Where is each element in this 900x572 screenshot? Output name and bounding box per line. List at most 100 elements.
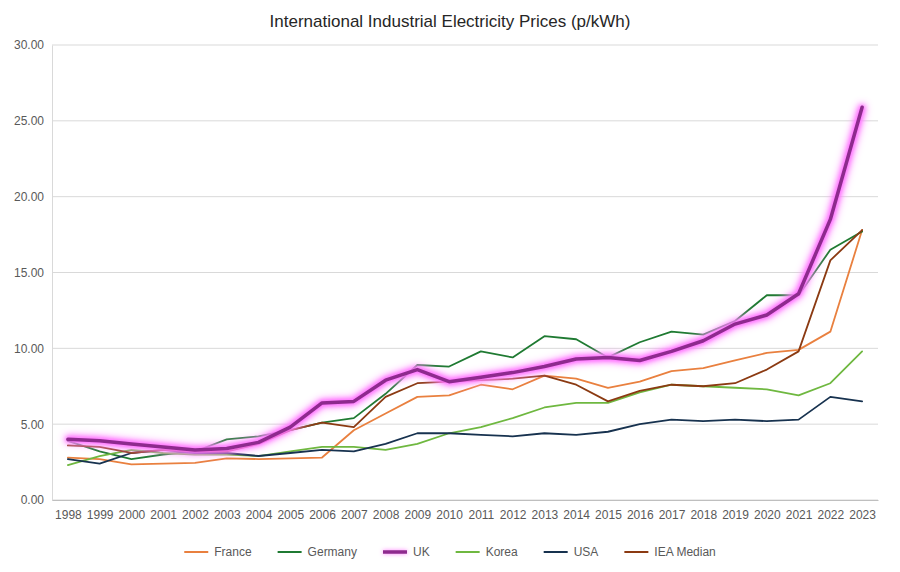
x-tick-label: 2016	[627, 508, 654, 522]
x-tick-label: 2001	[150, 508, 177, 522]
y-tick: 15.00	[14, 266, 52, 280]
x-tick: 2010	[436, 508, 463, 522]
legend-swatch	[383, 550, 407, 554]
y-tick: 10.00	[14, 342, 52, 356]
y-tick-label: 10.00	[14, 342, 44, 356]
x-tick: 2012	[500, 508, 527, 522]
plot-area: 0.00 5.00 10.00 15.00 20.00 25.00 30.00 1998 199…	[14, 38, 879, 521]
x-tick: 2005	[277, 508, 304, 522]
x-tick: 2004	[246, 508, 273, 522]
x-tick: 2022	[817, 508, 844, 522]
x-tick: 2000	[119, 508, 146, 522]
x-tick-label: 2014	[563, 508, 590, 522]
legend-swatch	[278, 551, 302, 553]
y-tick: 5.00	[21, 418, 52, 432]
legend-label: UK	[413, 545, 430, 559]
x-tick-label: 2015	[595, 508, 622, 522]
legend-label: IEA Median	[654, 545, 715, 559]
legend-item: France	[184, 545, 252, 559]
x-tick: 2013	[532, 508, 559, 522]
x-tick-label: 2018	[690, 508, 717, 522]
x-tick: 2009	[404, 508, 431, 522]
x-tick-label: 2007	[341, 508, 368, 522]
legend-item: Korea	[456, 545, 518, 559]
series-line	[68, 230, 862, 464]
y-tick-label: 5.00	[21, 418, 45, 432]
x-tick-label: 2017	[659, 508, 686, 522]
x-tick-label: 2019	[722, 508, 749, 522]
x-tick: 2015	[595, 508, 622, 522]
series-line	[68, 232, 862, 459]
x-tick-label: 2011	[468, 508, 494, 522]
y-tick-label: 0.00	[21, 493, 45, 507]
legend: France Germany UK Korea USA IEA Median	[184, 545, 715, 559]
legend-label: USA	[574, 545, 599, 559]
legend-swatch	[544, 551, 568, 553]
y-tick: 0.00	[21, 493, 52, 507]
series-line	[68, 230, 862, 453]
legend-label: France	[214, 545, 252, 559]
legend-item: UK	[383, 545, 430, 559]
x-axis-line	[53, 500, 879, 501]
x-tick-label: 2005	[277, 508, 304, 522]
x-tick-label: 2004	[246, 508, 273, 522]
y-axis: 0.00 5.00 10.00 15.00 20.00 25.00 30.00	[14, 38, 53, 507]
legend-label: Korea	[486, 545, 518, 559]
legend-label: Germany	[308, 545, 357, 559]
x-tick: 2006	[309, 508, 336, 522]
lines	[68, 107, 862, 465]
legend-swatch	[624, 551, 648, 553]
x-tick: 2011	[468, 508, 494, 522]
x-tick: 2017	[659, 508, 686, 522]
x-tick-label: 2013	[532, 508, 559, 522]
y-tick: 20.00	[14, 190, 52, 204]
x-tick: 2014	[563, 508, 590, 522]
x-tick: 2019	[722, 508, 749, 522]
grid-line	[52, 348, 878, 349]
legend-item: USA	[544, 545, 599, 559]
x-tick: 2001	[150, 508, 177, 522]
y-tick-label: 20.00	[14, 190, 44, 204]
x-tick-label: 1999	[87, 508, 114, 522]
legend-item: Germany	[278, 545, 357, 559]
x-tick: 2008	[373, 508, 400, 522]
x-tick-label: 2023	[849, 508, 876, 522]
x-tick: 1999	[87, 508, 114, 522]
x-tick: 2016	[627, 508, 654, 522]
x-tick-label: 2003	[214, 508, 241, 522]
x-tick: 2018	[690, 508, 717, 522]
x-tick-label: 2006	[309, 508, 336, 522]
x-tick-label: 2021	[786, 508, 813, 522]
grid-line	[52, 272, 878, 273]
y-tick: 25.00	[14, 114, 52, 128]
y-tick: 30.00	[14, 38, 52, 52]
grid-line	[52, 120, 878, 121]
x-tick-label: 2000	[119, 508, 146, 522]
legend-item: IEA Median	[624, 545, 715, 559]
y-axis-line	[52, 46, 53, 501]
x-tick-label: 2010	[436, 508, 463, 522]
y-tick-label: 25.00	[14, 114, 44, 128]
y-tick-label: 30.00	[14, 38, 44, 52]
x-tick: 1998	[55, 508, 82, 522]
grid-line	[52, 424, 878, 425]
x-tick: 2021	[786, 508, 813, 522]
x-tick-label: 2009	[404, 508, 431, 522]
y-tick-label: 15.00	[14, 266, 44, 280]
legend-swatch	[184, 551, 208, 553]
title: International Industrial Electricity Pri…	[270, 12, 631, 31]
legend-swatch	[456, 551, 480, 553]
chart: International Industrial Electricity Pri…	[0, 0, 900, 572]
grid-line	[52, 500, 878, 501]
x-tick-label: 1998	[55, 508, 82, 522]
x-tick-label: 2002	[182, 508, 209, 522]
x-tick: 2003	[214, 508, 241, 522]
grid	[52, 45, 878, 500]
x-tick-label: 2022	[817, 508, 844, 522]
x-tick: 2002	[182, 508, 209, 522]
x-tick: 2007	[341, 508, 368, 522]
grid-line	[52, 45, 878, 46]
grid-line	[52, 196, 878, 197]
series-line	[68, 397, 862, 464]
x-tick-label: 2008	[373, 508, 400, 522]
